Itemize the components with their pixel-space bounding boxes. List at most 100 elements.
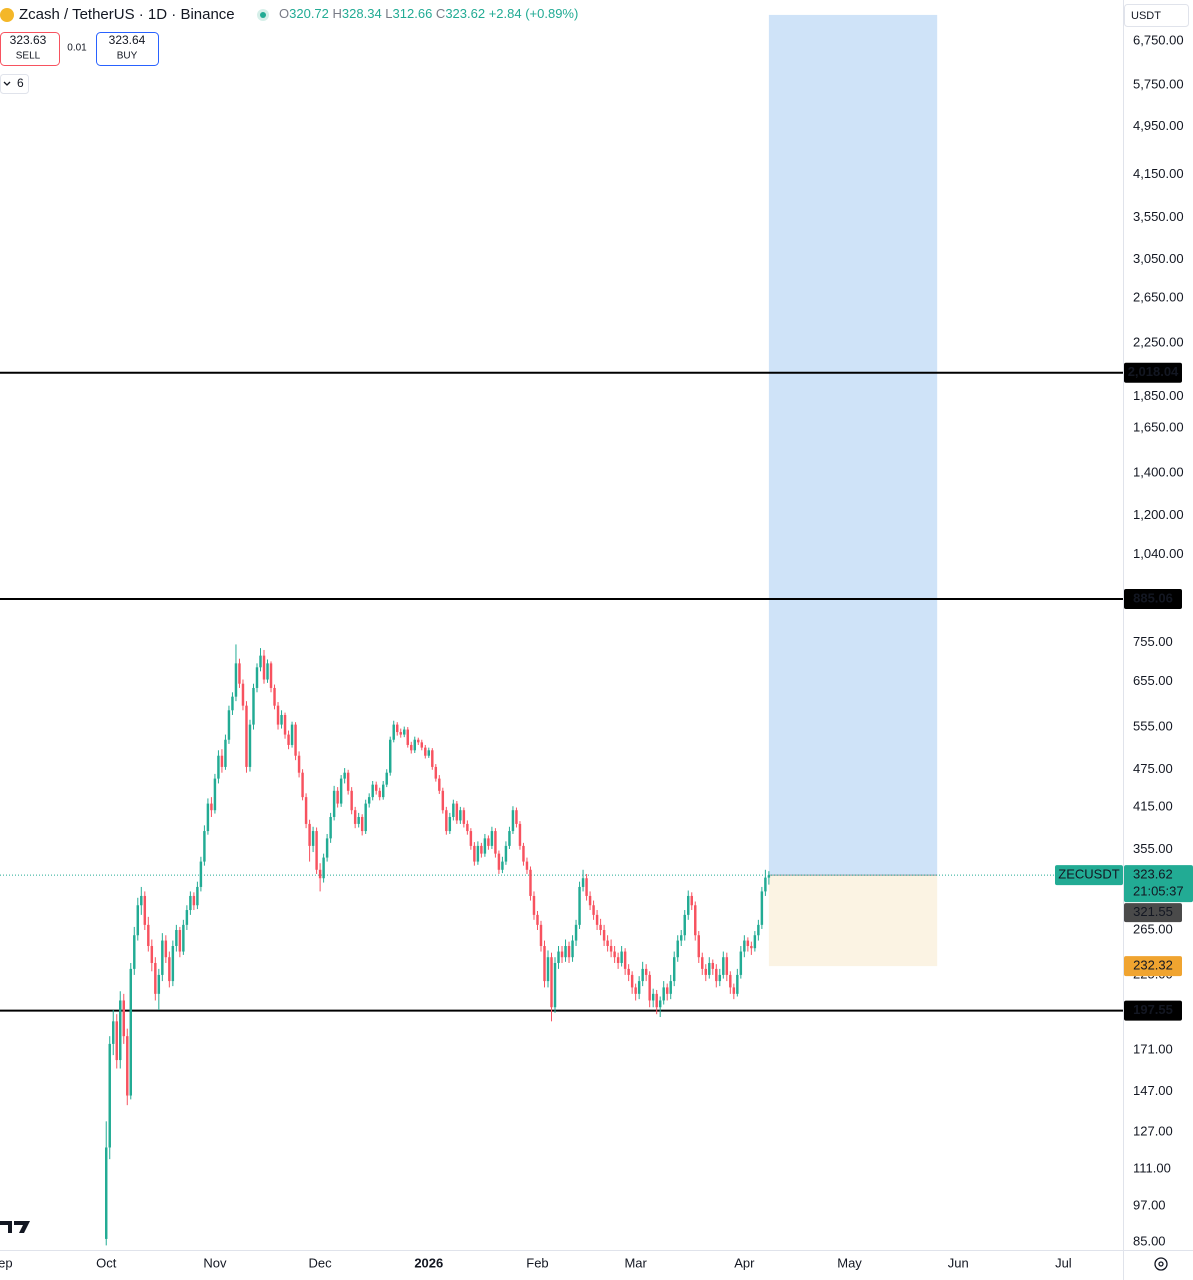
y-tick-label: 3,550.00	[1133, 209, 1184, 224]
candle-body	[743, 940, 746, 952]
candle-body	[701, 957, 704, 969]
candle-body	[245, 705, 248, 767]
candle-body	[687, 895, 690, 915]
candle-body	[210, 803, 213, 811]
candle-body	[753, 935, 757, 949]
candle-body	[599, 924, 602, 931]
candle-body	[154, 962, 157, 994]
h-label: H	[333, 6, 342, 21]
candle-body	[150, 945, 154, 963]
candle-body	[315, 831, 318, 870]
candle-body	[739, 951, 743, 975]
candle-body	[732, 987, 736, 994]
candle-body	[227, 710, 231, 740]
candle-body	[280, 714, 283, 725]
y-tick-label: 127.00	[1133, 1123, 1173, 1138]
low: 312.66	[393, 6, 433, 21]
candle-body	[627, 968, 630, 975]
buy-label: BUY	[117, 51, 138, 62]
indicator-count: 6	[17, 76, 24, 90]
y-tick-label: 475.00	[1133, 761, 1173, 776]
candle-body	[262, 655, 266, 680]
y-tick-label: 1,040.00	[1133, 546, 1184, 561]
candle-body	[525, 861, 529, 870]
candle-body	[655, 993, 658, 1008]
candle-body	[592, 905, 595, 915]
x-tick-label: May	[837, 1255, 862, 1270]
currency-button[interactable]	[1124, 4, 1189, 27]
candle-body	[213, 778, 217, 811]
candle-body	[630, 974, 634, 988]
x-tick-label: Jun	[948, 1255, 969, 1270]
x-tick-label: Mar	[624, 1255, 647, 1270]
candle-body	[287, 734, 290, 745]
candle-body	[350, 790, 353, 811]
candle-body	[480, 845, 483, 854]
candle-body	[694, 905, 697, 936]
candle-body	[462, 810, 466, 824]
candle-body	[532, 895, 536, 915]
indicators-toggle[interactable]	[0, 74, 29, 94]
candle-body	[403, 729, 406, 735]
candle-body	[750, 945, 753, 949]
candle-body	[112, 1021, 115, 1044]
candle-body	[389, 739, 392, 773]
candle-body	[658, 1000, 662, 1008]
candle-body	[413, 739, 416, 751]
level-tag	[1124, 588, 1182, 609]
settings-icon[interactable]	[1154, 1257, 1168, 1271]
candle-body	[501, 861, 504, 870]
candle-body	[518, 823, 522, 846]
candle-body	[196, 886, 199, 906]
candle-body	[427, 750, 431, 756]
candle-body	[410, 744, 413, 751]
candle-body	[736, 974, 739, 994]
y-tick-label: 555.00	[1133, 719, 1173, 734]
candle-body	[122, 1000, 125, 1037]
candle-body	[557, 951, 560, 963]
candle-body	[133, 935, 136, 969]
logo	[0, 1221, 30, 1233]
x-tick-label: Nov	[203, 1255, 227, 1270]
chevron	[3, 81, 11, 86]
candle-body	[406, 729, 409, 745]
candle-body	[455, 803, 459, 821]
candle-body	[255, 667, 259, 688]
ohlc: O320.72 H328.34 L312.66 C323.62 +2.84 (+…	[279, 6, 578, 21]
y-tick-label: 111.00	[1133, 1160, 1171, 1175]
prev-close-label: 321.55	[1133, 904, 1173, 919]
y-tick-label: 655.00	[1133, 673, 1173, 688]
sell-button[interactable]	[0, 32, 60, 66]
countdown: 21:05:37	[1133, 884, 1184, 899]
candle-body	[578, 886, 581, 925]
symbol-title: Zcash / TetherUS · 1D · Binance	[19, 6, 235, 23]
candle-body	[164, 940, 168, 958]
buy-button[interactable]	[96, 32, 159, 66]
candle-body	[431, 750, 434, 767]
plot-area	[0, 14, 1123, 1246]
candle-body	[360, 816, 364, 832]
candle-body	[459, 810, 462, 821]
candle-body	[276, 705, 280, 725]
candle-body	[357, 816, 360, 824]
candle-body	[178, 930, 182, 952]
candle-body	[424, 747, 427, 756]
candle-body	[332, 790, 336, 817]
c-label: C	[436, 6, 445, 21]
candle-body	[283, 714, 287, 735]
sell-price: 323.63	[10, 33, 47, 47]
candle-body	[308, 823, 311, 846]
candle-body	[616, 957, 620, 963]
candle-body	[105, 1147, 108, 1239]
x-tick-label: Feb	[526, 1255, 548, 1270]
candle-body	[136, 905, 140, 936]
candle-body	[764, 877, 767, 892]
candle-body	[553, 962, 557, 1008]
candle-body	[140, 895, 143, 906]
candle-body	[711, 962, 715, 969]
candle-body	[676, 940, 679, 958]
x-tick-label: Oct	[96, 1255, 117, 1270]
candle-body	[511, 810, 515, 832]
